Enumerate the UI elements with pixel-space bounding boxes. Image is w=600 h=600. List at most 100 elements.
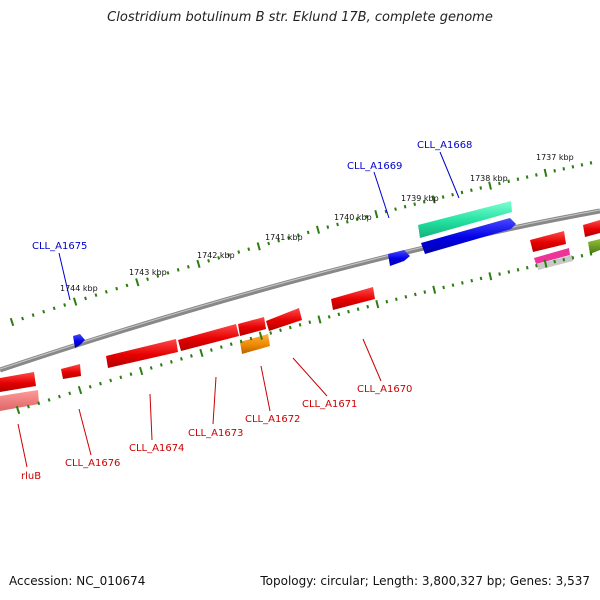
outer-tick xyxy=(306,230,310,235)
outer-tick xyxy=(52,306,56,311)
outer-tick xyxy=(277,238,280,243)
inner-tick xyxy=(543,259,548,268)
inner-tick xyxy=(308,320,312,324)
inner-tick xyxy=(109,378,113,383)
gene-label-cll-a1674[interactable]: CLL_A1674 xyxy=(129,443,184,454)
inner-tick xyxy=(337,312,341,317)
gene-label-cll-a1675[interactable]: CLL_A1675 xyxy=(32,241,87,252)
outer-tick xyxy=(384,209,388,214)
outer-tick xyxy=(470,188,473,192)
outer-tick xyxy=(365,214,369,219)
gene-block[interactable] xyxy=(178,324,239,351)
gene-block[interactable] xyxy=(588,239,600,254)
inner-tick xyxy=(99,381,102,386)
inner-tick xyxy=(498,272,501,276)
leader-line xyxy=(260,365,271,412)
outer-tick xyxy=(227,253,231,257)
inner-tick xyxy=(385,299,389,304)
inner-tick xyxy=(442,285,445,290)
inner-tick xyxy=(507,270,511,274)
inner-tick xyxy=(169,360,173,364)
outer-tick xyxy=(31,313,35,317)
scale-label: 1737 kbp xyxy=(536,153,574,162)
gene-block[interactable] xyxy=(331,287,375,310)
outer-tick xyxy=(72,297,78,306)
inner-tick xyxy=(404,295,408,299)
inner-tick xyxy=(470,278,474,283)
leader-line xyxy=(17,423,28,468)
inner-tick xyxy=(279,328,282,333)
outer-tick xyxy=(580,163,584,167)
outer-tick xyxy=(125,283,129,288)
outer-tick xyxy=(186,265,190,269)
outer-tick xyxy=(431,195,436,204)
outer-tick xyxy=(156,274,160,278)
inner-tick xyxy=(77,385,83,395)
outer-tick xyxy=(498,181,501,186)
inner-tick xyxy=(432,285,437,294)
outer-tick xyxy=(296,233,300,237)
inner-tick xyxy=(451,283,455,287)
reverse-gene-blocks xyxy=(0,220,600,411)
inner-tick xyxy=(525,265,529,270)
gene-block[interactable] xyxy=(418,201,512,238)
outer-tick xyxy=(422,200,426,204)
gene-label-cll-a1672[interactable]: CLL_A1672 xyxy=(245,414,300,425)
gene-block[interactable] xyxy=(266,308,302,331)
leader-line xyxy=(439,151,460,199)
gene-block[interactable] xyxy=(583,220,600,237)
outer-tick xyxy=(247,247,251,251)
scale-label: 1741 kbp xyxy=(265,233,303,242)
gene-block[interactable] xyxy=(0,372,36,392)
inner-tick xyxy=(190,354,193,358)
gene-label-cll-a1671[interactable]: CLL_A1671 xyxy=(302,399,357,410)
inner-tick xyxy=(461,281,464,285)
outer-tick xyxy=(207,259,210,263)
reverse-gene-labels: CLL_A1670 CLL_A1671 CLL_A1672 CLL_A1673 … xyxy=(21,384,412,482)
outer-tick xyxy=(525,175,529,179)
genome-summary-text: Topology: circular; Length: 3,800,327 bp… xyxy=(260,574,590,588)
gene-block[interactable] xyxy=(240,334,270,354)
accession-text: Accession: NC_010674 xyxy=(9,574,146,588)
gene-label-rlub[interactable]: rluB xyxy=(21,471,41,482)
inner-tick xyxy=(375,300,380,309)
inner-tick xyxy=(57,394,61,399)
inner-tick xyxy=(488,272,493,281)
genome-backbone xyxy=(0,208,600,373)
outer-tick xyxy=(256,242,261,251)
inner-tick xyxy=(580,254,584,258)
outer-tick xyxy=(507,179,511,184)
gene-block[interactable] xyxy=(61,364,81,379)
gene-label-cll-a1669[interactable]: CLL_A1669 xyxy=(347,161,402,172)
outer-tick xyxy=(166,271,170,275)
gene-block[interactable] xyxy=(0,390,39,411)
scale-labels: 1737 kbp 1738 kbp 1739 kbp 1740 kbp 1741… xyxy=(60,153,574,293)
outer-tick xyxy=(413,202,417,207)
gene-label-cll-a1676[interactable]: CLL_A1676 xyxy=(65,458,120,469)
gene-block[interactable] xyxy=(388,250,410,266)
gene-block[interactable] xyxy=(238,317,266,336)
inner-tick xyxy=(239,339,243,344)
inner-tick xyxy=(149,366,153,370)
gene-block[interactable] xyxy=(530,231,566,252)
leader-line xyxy=(362,338,382,382)
gene-label-cll-a1673[interactable]: CLL_A1673 xyxy=(188,428,243,439)
gene-block[interactable] xyxy=(534,248,570,264)
leader-line xyxy=(373,171,390,219)
inner-tick xyxy=(356,307,360,311)
gene-block[interactable] xyxy=(106,339,178,368)
outer-tick xyxy=(237,250,241,254)
gene-block[interactable] xyxy=(421,218,516,254)
gene-label-cll-a1668[interactable]: CLL_A1668 xyxy=(417,140,472,151)
inner-tick xyxy=(68,391,72,396)
inner-tick xyxy=(571,255,575,260)
gene-label-cll-a1670[interactable]: CLL_A1670 xyxy=(357,384,412,395)
inner-tick xyxy=(288,325,292,330)
inner-tick xyxy=(119,375,123,380)
inner-tick xyxy=(88,384,92,389)
gene-block[interactable] xyxy=(73,334,85,348)
outer-tick xyxy=(571,165,575,169)
inner-tick xyxy=(562,257,566,262)
